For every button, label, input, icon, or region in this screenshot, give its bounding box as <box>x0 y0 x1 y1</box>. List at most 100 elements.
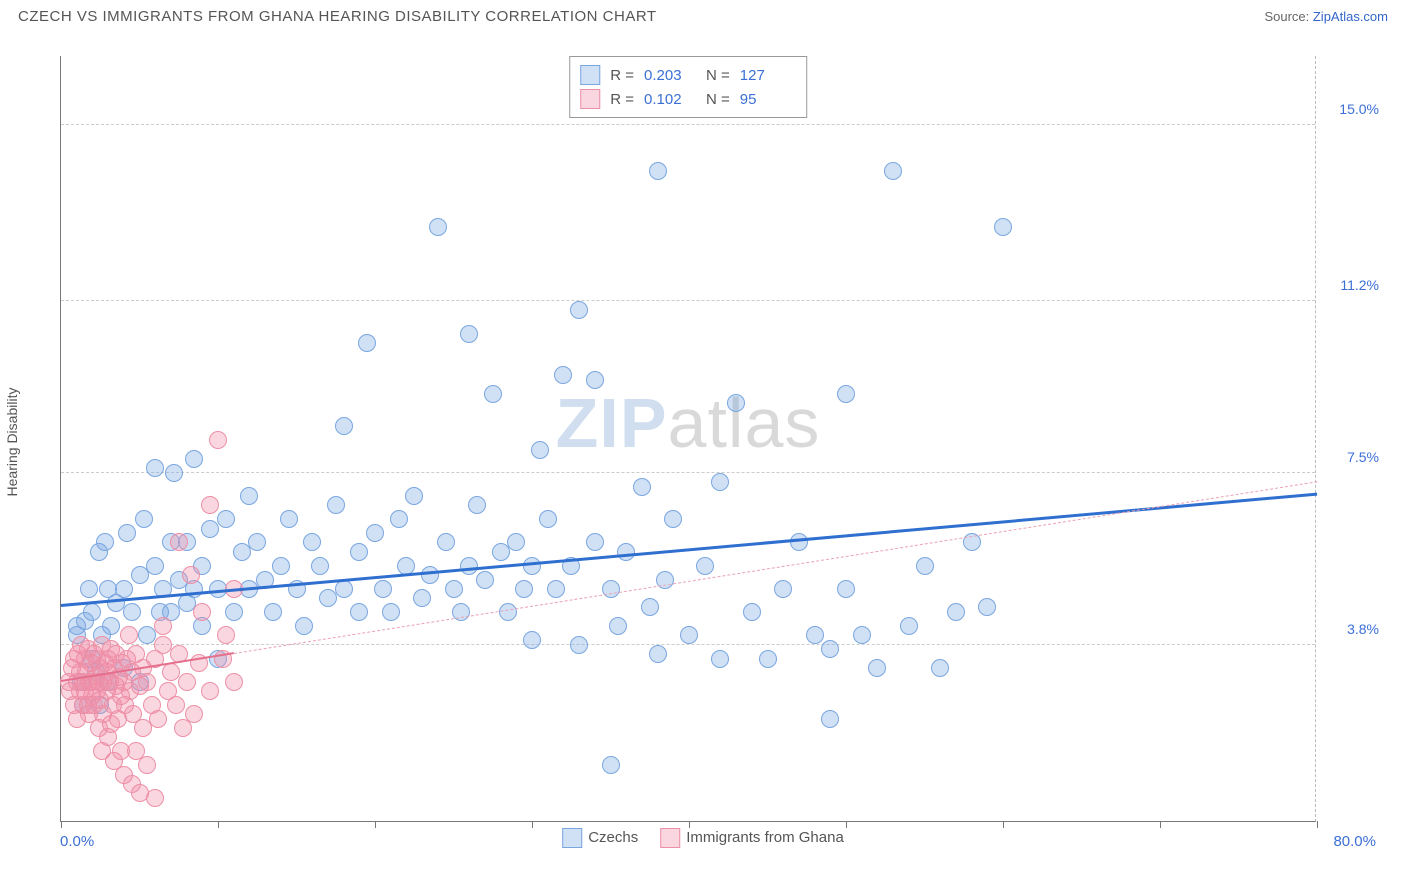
data-point <box>586 533 604 551</box>
y-tick-label: 11.2% <box>1340 277 1379 293</box>
data-point <box>602 756 620 774</box>
stat-r-label: R = <box>610 91 634 108</box>
data-point <box>303 533 321 551</box>
legend-item-ghana: Immigrants from Ghana <box>660 828 844 848</box>
x-tick <box>846 821 847 828</box>
trend-line <box>234 481 1317 654</box>
data-point <box>649 645 667 663</box>
data-point <box>201 496 219 514</box>
data-point <box>358 334 376 352</box>
data-point <box>209 431 227 449</box>
swatch-icon <box>660 828 680 848</box>
x-axis-min: 0.0% <box>60 833 94 850</box>
chart-title: CZECH VS IMMIGRANTS FROM GHANA HEARING D… <box>18 8 657 25</box>
data-point <box>633 478 651 496</box>
source-prefix: Source: <box>1264 9 1312 24</box>
data-point <box>374 580 392 598</box>
watermark-atlas: atlas <box>668 384 821 462</box>
source-link[interactable]: ZipAtlas.com <box>1313 9 1388 24</box>
y-tick-label: 3.8% <box>1347 621 1379 637</box>
stat-n-label: N = <box>706 91 730 108</box>
data-point <box>539 510 557 528</box>
data-point <box>96 533 114 551</box>
data-point <box>790 533 808 551</box>
data-point <box>570 301 588 319</box>
y-tick-label: 7.5% <box>1347 449 1379 465</box>
data-point <box>123 603 141 621</box>
data-point <box>80 580 98 598</box>
data-point <box>868 659 886 677</box>
data-point <box>217 626 235 644</box>
x-tick <box>689 821 690 828</box>
data-point <box>641 598 659 616</box>
data-point <box>327 496 345 514</box>
data-point <box>460 325 478 343</box>
stat-r-value: 0.203 <box>644 67 696 84</box>
scatter-plot: ZIPatlas R = 0.203 N = 127 R = 0.102 N =… <box>60 56 1316 822</box>
data-point <box>837 580 855 598</box>
data-point <box>617 543 635 561</box>
data-point <box>499 603 517 621</box>
data-point <box>978 598 996 616</box>
data-point <box>515 580 533 598</box>
data-point <box>931 659 949 677</box>
legend-label: Czechs <box>588 829 638 846</box>
data-point <box>476 571 494 589</box>
data-point <box>806 626 824 644</box>
data-point <box>335 580 353 598</box>
data-point <box>711 473 729 491</box>
data-point <box>146 557 164 575</box>
data-point <box>335 417 353 435</box>
data-point <box>900 617 918 635</box>
watermark-zip: ZIP <box>556 384 668 462</box>
x-tick <box>375 821 376 828</box>
gridline <box>61 300 1315 301</box>
data-point <box>366 524 384 542</box>
data-point <box>146 459 164 477</box>
data-point <box>390 510 408 528</box>
data-point <box>382 603 400 621</box>
y-tick-label: 15.0% <box>1339 101 1379 117</box>
data-point <box>182 566 200 584</box>
data-point <box>311 557 329 575</box>
watermark: ZIPatlas <box>556 383 821 463</box>
data-point <box>240 487 258 505</box>
data-point <box>193 603 211 621</box>
data-point <box>115 580 133 598</box>
data-point <box>609 617 627 635</box>
data-point <box>484 385 502 403</box>
data-point <box>225 673 243 691</box>
stats-row-ghana: R = 0.102 N = 95 <box>580 87 792 111</box>
data-point <box>120 626 138 644</box>
swatch-icon <box>562 828 582 848</box>
data-point <box>853 626 871 644</box>
data-point <box>146 789 164 807</box>
data-point <box>468 496 486 514</box>
x-axis-max: 80.0% <box>1333 833 1376 850</box>
data-point <box>837 385 855 403</box>
data-point <box>350 543 368 561</box>
data-point <box>743 603 761 621</box>
data-point <box>531 441 549 459</box>
data-point <box>217 510 235 528</box>
data-point <box>664 510 682 528</box>
legend-label: Immigrants from Ghana <box>686 829 844 846</box>
data-point <box>83 603 101 621</box>
y-axis-label: Hearing Disability <box>4 388 20 497</box>
gridline <box>61 124 1315 125</box>
data-point <box>680 626 698 644</box>
x-tick <box>61 821 62 828</box>
data-point <box>138 673 156 691</box>
data-point <box>264 603 282 621</box>
data-point <box>727 394 745 412</box>
data-point <box>421 566 439 584</box>
data-point <box>821 640 839 658</box>
stat-n-value: 95 <box>740 91 792 108</box>
data-point <box>696 557 714 575</box>
data-point <box>225 603 243 621</box>
swatch-icon <box>580 89 600 109</box>
data-point <box>570 636 588 654</box>
source-attribution: Source: ZipAtlas.com <box>1264 9 1388 24</box>
stats-row-czechs: R = 0.203 N = 127 <box>580 63 792 87</box>
data-point <box>165 464 183 482</box>
